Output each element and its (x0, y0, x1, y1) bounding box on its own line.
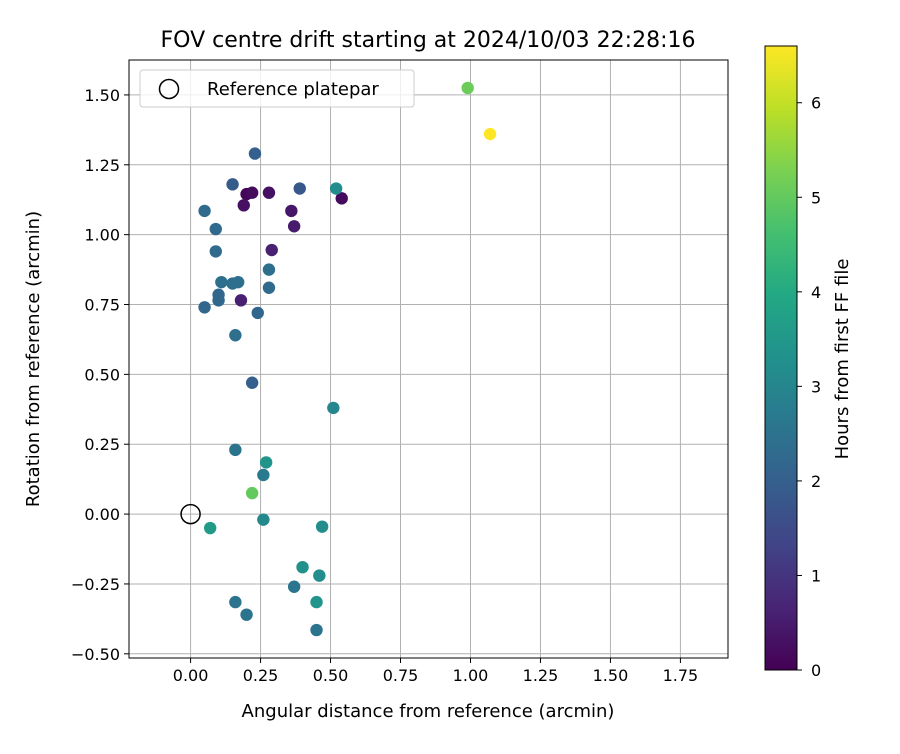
data-point (310, 623, 323, 637)
data-point (335, 192, 348, 205)
data-point (203, 521, 217, 535)
legend: Reference platepar (139, 69, 415, 108)
plot-frame (128, 59, 729, 659)
data-point (287, 220, 301, 233)
data-points (198, 81, 497, 637)
reference-platepar-marker (180, 503, 201, 525)
data-point (229, 595, 242, 609)
data-point (296, 560, 309, 574)
data-point (237, 199, 250, 212)
x-tick-label: 1.50 (593, 666, 629, 685)
data-point (198, 301, 211, 314)
chart-title: FOV centre drift starting at 2024/10/03 … (161, 28, 696, 53)
y-tick-label: 1.00 (84, 226, 120, 245)
data-point (327, 401, 340, 415)
y-tick-label: 0.00 (84, 505, 120, 524)
y-axis-ticks: −0.50 −0.25 0.00 0.25 0.50 0.75 1.00 1.25 1.50 (71, 86, 129, 664)
data-point (229, 329, 242, 342)
x-tick-label: 0.25 (243, 666, 279, 685)
data-point (315, 520, 329, 533)
y-axis-label: Rotation from reference (arcmin) (23, 211, 44, 507)
x-axis-ticks: 0.00 0.25 0.50 0.75 1.00 1.25 1.50 1.75 (173, 658, 698, 685)
data-point (245, 486, 259, 500)
x-tick-label: 1.75 (663, 666, 699, 685)
data-point (265, 243, 278, 257)
colorbar-label: Hours from first FF file (832, 259, 853, 460)
data-point (212, 294, 225, 307)
y-tick-label: 0.25 (84, 435, 120, 454)
legend-box (139, 69, 415, 108)
data-point (262, 263, 276, 276)
data-point (329, 182, 343, 195)
colorbar-gradient (764, 45, 798, 671)
data-point (310, 595, 323, 609)
y-tick-label: 0.50 (84, 365, 120, 384)
data-point (293, 182, 306, 195)
data-point (240, 608, 253, 621)
y-tick-label: −0.50 (71, 645, 120, 664)
data-point (229, 443, 242, 457)
colorbar-tick-label: 4 (811, 283, 821, 302)
data-point (245, 376, 259, 389)
y-tick-label: 0.75 (84, 296, 120, 315)
legend-marker-icon (158, 78, 180, 100)
x-tick-label: 1.00 (453, 666, 489, 685)
x-tick-label: 1.25 (523, 666, 559, 685)
data-point (285, 204, 298, 218)
grid-lines (129, 60, 728, 658)
data-point (251, 306, 264, 320)
data-point (257, 468, 270, 482)
x-tick-label: 0.75 (383, 666, 419, 685)
data-point (262, 186, 276, 199)
data-point (245, 186, 259, 199)
y-tick-label: −0.25 (71, 575, 120, 594)
data-point (226, 178, 239, 191)
colorbar-tick-label: 0 (811, 661, 821, 680)
data-point (234, 294, 248, 307)
data-point (231, 275, 245, 289)
x-tick-label: 0.00 (173, 666, 209, 685)
y-tick-label: 1.50 (84, 86, 120, 105)
data-point (209, 245, 222, 258)
colorbar-tick-label: 6 (811, 94, 821, 113)
colorbar-tick-label: 3 (811, 377, 821, 396)
x-axis-label: Angular distance from reference (arcmin) (242, 701, 615, 722)
data-point (483, 127, 497, 141)
x-tick-label: 0.50 (313, 666, 349, 685)
data-point (248, 147, 262, 160)
data-point (259, 456, 273, 469)
data-point (287, 580, 301, 593)
colorbar-tick-label: 1 (811, 566, 821, 585)
colorbar-tick-label: 2 (811, 472, 821, 491)
colorbar: 0 1 2 3 4 5 6 Hours from first FF file (764, 45, 853, 680)
data-point (257, 513, 270, 526)
colorbar-tick-label: 5 (811, 188, 821, 207)
data-point (215, 275, 228, 289)
y-tick-label: 1.25 (84, 156, 120, 175)
data-point (262, 281, 276, 294)
colorbar-ticks: 0 1 2 3 4 5 6 (797, 94, 821, 680)
data-point (313, 569, 326, 582)
data-point (461, 81, 474, 95)
legend-label-reference-platepar: Reference platepar (207, 79, 379, 100)
data-point (209, 222, 222, 236)
data-point (198, 204, 211, 218)
